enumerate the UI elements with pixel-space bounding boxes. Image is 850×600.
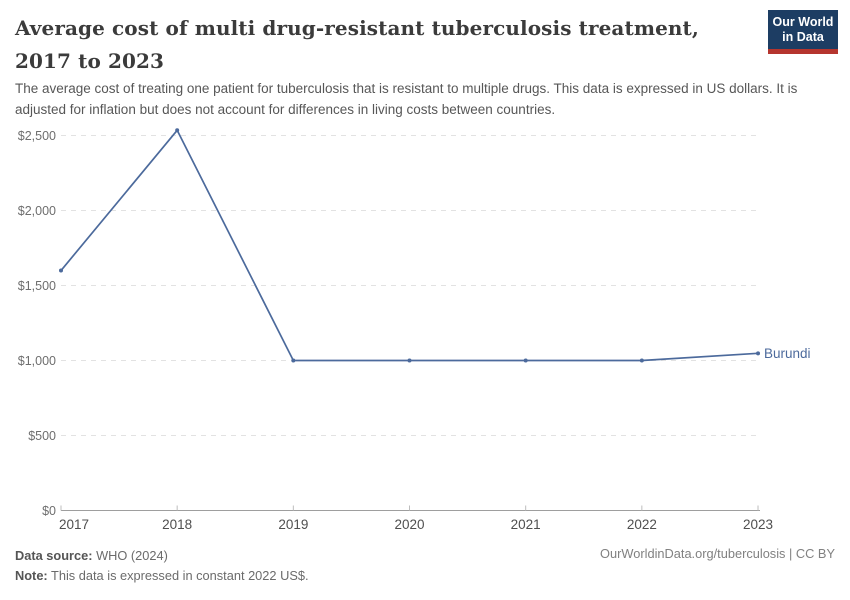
data-source-line: Data source: WHO (2024) [15,546,309,566]
data-point[interactable] [407,358,412,363]
chart-canvas: $0 $500 $1,000 $1,500 $2,000 $2,500 2017 2018 20… [18,128,811,532]
note-label: Note: [15,568,48,583]
owid-logo-line1: Our World [772,15,834,29]
footer-notes: Data source: WHO (2024) Note: This data … [15,546,309,586]
line-chart: $0 $500 $1,000 $1,500 $2,000 $2,500 2017 2018 20… [0,118,850,538]
note-value: This data is expressed in constant 2022 … [51,568,309,583]
note-line: Note: This data is expressed in constant… [15,566,309,586]
x-tick-label: 2018 [162,517,192,532]
data-point[interactable] [175,128,180,133]
data-source-label: Data source: [15,548,93,563]
data-point[interactable] [523,358,528,363]
y-tick-label: $2,500 [18,129,56,143]
data-point[interactable] [756,351,761,356]
y-tick-label: $1,000 [18,354,56,368]
footer-link[interactable]: OurWorldinData.org/tuberculosis | CC BY [600,546,835,561]
data-source-value: WHO (2024) [96,548,168,563]
x-tick-label: 2020 [394,517,424,532]
x-tick-label: 2017 [59,517,89,532]
x-tick-label: 2021 [511,517,541,532]
x-tick-label: 2023 [743,517,773,532]
x-tick-label: 2019 [278,517,308,532]
data-point[interactable] [291,358,296,363]
series-label-burundi: Burundi [764,346,811,361]
data-point[interactable] [639,358,644,363]
chart-subtitle: The average cost of treating one patient… [15,81,798,117]
chart-title: Average cost of multi drug-resistant tub… [15,16,699,73]
y-tick-label: $500 [28,429,56,443]
owid-logo[interactable]: Our World in Data [768,10,838,54]
data-point[interactable] [59,268,63,273]
y-tick-label: $1,500 [18,279,56,293]
owid-logo-line2: in Data [782,30,824,44]
y-tick-label: $2,000 [18,204,56,218]
y-tick-label: $0 [42,504,56,518]
x-tick-label: 2022 [627,517,657,532]
data-line[interactable] [60,129,759,362]
